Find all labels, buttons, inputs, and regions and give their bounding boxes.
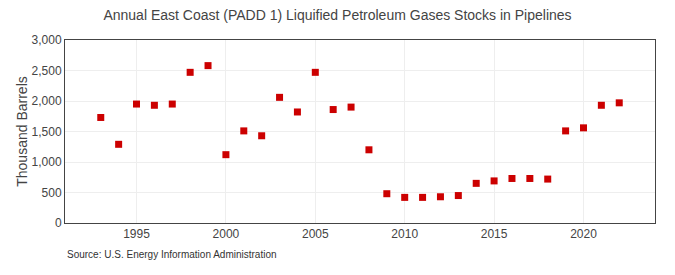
svg-text:Source: U.S. Energy Informatio: Source: U.S. Energy Information Administ… [67,249,277,260]
svg-text:500: 500 [42,186,62,200]
svg-text:1,000: 1,000 [32,155,62,169]
svg-text:Annual East Coast (PADD 1) Liq: Annual East Coast (PADD 1) Liquified Pet… [103,7,571,23]
svg-text:2020: 2020 [570,227,597,241]
svg-text:2,000: 2,000 [32,94,62,108]
svg-text:2,500: 2,500 [32,64,62,78]
svg-text:1995: 1995 [123,227,150,241]
svg-text:3,000: 3,000 [32,33,62,47]
svg-text:2005: 2005 [302,227,329,241]
svg-text:Thousand Barrels: Thousand Barrels [14,76,30,187]
svg-text:2010: 2010 [391,227,418,241]
svg-text:2015: 2015 [481,227,508,241]
svg-text:0: 0 [55,216,62,230]
svg-text:1,500: 1,500 [32,125,62,139]
svg-text:2000: 2000 [213,227,240,241]
